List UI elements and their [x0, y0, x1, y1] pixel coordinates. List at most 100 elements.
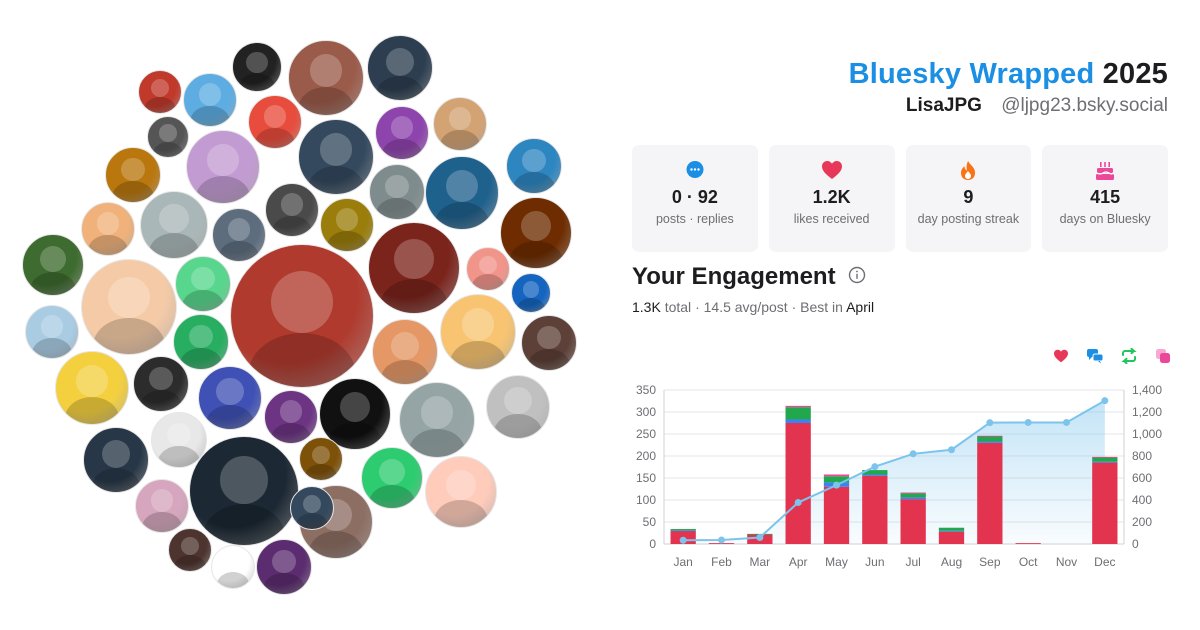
speech-bubble-icon	[632, 159, 758, 181]
bar-segment	[938, 527, 965, 531]
avatar	[506, 138, 562, 194]
avatar	[189, 436, 299, 546]
bar-segment	[823, 474, 850, 477]
bar-segment	[708, 543, 735, 544]
y-tick-label: 100	[636, 493, 656, 507]
engagement-avg: 14.5 avg/post	[703, 299, 788, 315]
x-tick-label: Jun	[865, 555, 884, 569]
avatar	[81, 259, 177, 355]
bar-segment	[823, 486, 850, 544]
engagement-chart: 0 50 100 150 200 250 300 350 0 200 400 600 800 1,000 1…	[636, 383, 1162, 569]
stat-value: 1.2K	[812, 187, 851, 207]
brand-title: Bluesky Wrapped	[848, 58, 1095, 90]
bar-segment	[823, 476, 850, 483]
avatar	[198, 366, 262, 430]
stat-card-days: 415 days on Bluesky	[1042, 145, 1168, 252]
stat-value: 9	[963, 187, 974, 207]
user-line: LisaJPG @ljpg23.bsky.social	[849, 95, 1168, 117]
y2-tick-label: 1,200	[1132, 405, 1162, 419]
avatar	[175, 256, 231, 312]
bar-segment	[900, 493, 926, 498]
page-title: Bluesky Wrapped 2025	[849, 58, 1168, 91]
avatar	[212, 208, 266, 262]
x-tick-label: Nov	[1056, 555, 1077, 569]
avatar	[140, 191, 208, 259]
cumulative-point	[1101, 397, 1109, 405]
cake-icon	[1042, 159, 1168, 181]
avatar	[173, 314, 229, 370]
avatar	[521, 315, 577, 371]
avatar	[486, 375, 550, 439]
cumulative-point	[986, 419, 994, 427]
flame-icon	[906, 159, 1032, 181]
avatar-cloud	[22, 35, 577, 595]
y-tick-label: 50	[643, 515, 657, 529]
stat-label: posts · replies	[655, 212, 734, 226]
y2-tick-label: 800	[1132, 449, 1152, 463]
stats-row: 0 · 92 posts · replies 1.2K likes receiv…	[632, 145, 1168, 252]
bar-segment	[785, 407, 811, 420]
replies-legend-icon[interactable]	[1086, 347, 1104, 365]
avatar	[230, 244, 374, 388]
y-tick-label: 0	[649, 537, 656, 551]
y-tick-label: 350	[636, 383, 656, 397]
x-tick-label: Jan	[673, 555, 692, 569]
info-icon[interactable]	[848, 263, 866, 291]
avatar	[81, 202, 135, 256]
likes-legend-icon[interactable]	[1052, 347, 1070, 365]
chart-legend	[1052, 347, 1172, 365]
avatar	[135, 479, 189, 533]
cumulative-point	[756, 534, 764, 542]
bar-segment	[1092, 456, 1118, 458]
bar-segment	[977, 441, 1003, 443]
best-month: April	[846, 299, 875, 315]
bar-segment	[977, 442, 1003, 544]
x-tick-label: Oct	[1019, 555, 1038, 569]
cumulative-point	[1063, 418, 1070, 426]
y2-tick-label: 200	[1132, 515, 1152, 529]
avatar	[290, 486, 334, 530]
y2-tick-label: 1,400	[1132, 383, 1162, 397]
bar-segment	[785, 423, 811, 544]
header: Bluesky Wrapped 2025 LisaJPG @ljpg23.bsk…	[849, 58, 1168, 117]
avatar	[147, 116, 189, 158]
avatar	[425, 156, 499, 230]
bar-segment	[1092, 462, 1118, 544]
stat-card-streak: 9 day posting streak	[905, 145, 1032, 252]
bar-segment	[977, 436, 1003, 442]
avatar	[265, 183, 319, 237]
avatar	[55, 351, 129, 425]
engagement-title-text: Your Engagement	[632, 263, 836, 290]
avatar	[256, 539, 312, 595]
x-tick-label: Sep	[979, 555, 1001, 569]
separator: ·	[695, 299, 700, 315]
bar-segment	[1092, 457, 1118, 462]
engagement-title: Your Engagement	[632, 263, 866, 291]
avatar	[232, 42, 282, 92]
engagement-summary: 1.3K total · 14.5 avg/post · Best in Apr…	[632, 299, 874, 315]
avatar	[133, 356, 189, 412]
cumulative-point	[948, 446, 955, 454]
user-handle: @ljpg23.bsky.social	[1001, 95, 1168, 116]
avatar	[25, 305, 79, 359]
year-label: 2025	[1102, 58, 1168, 90]
cumulative-point	[871, 463, 879, 471]
quotes-legend-icon[interactable]	[1154, 347, 1172, 365]
x-tick-label: Jul	[905, 555, 920, 569]
avatar	[372, 319, 438, 385]
stat-value: 415	[1090, 187, 1121, 207]
reposts-legend-icon[interactable]	[1120, 347, 1138, 365]
display-name: LisaJPG	[905, 95, 982, 116]
avatar	[375, 106, 429, 160]
bar-segment	[785, 419, 811, 423]
avatar	[22, 234, 84, 296]
cumulative-point	[679, 536, 687, 544]
x-tick-label: Apr	[789, 555, 808, 569]
avatar	[320, 198, 374, 252]
avatar	[138, 70, 182, 114]
bar-segment	[938, 530, 965, 532]
best-prefix: Best in	[800, 299, 843, 315]
cumulative-point	[718, 536, 725, 544]
cumulative-line	[683, 399, 1106, 542]
x-tick-label: Dec	[1094, 555, 1115, 569]
